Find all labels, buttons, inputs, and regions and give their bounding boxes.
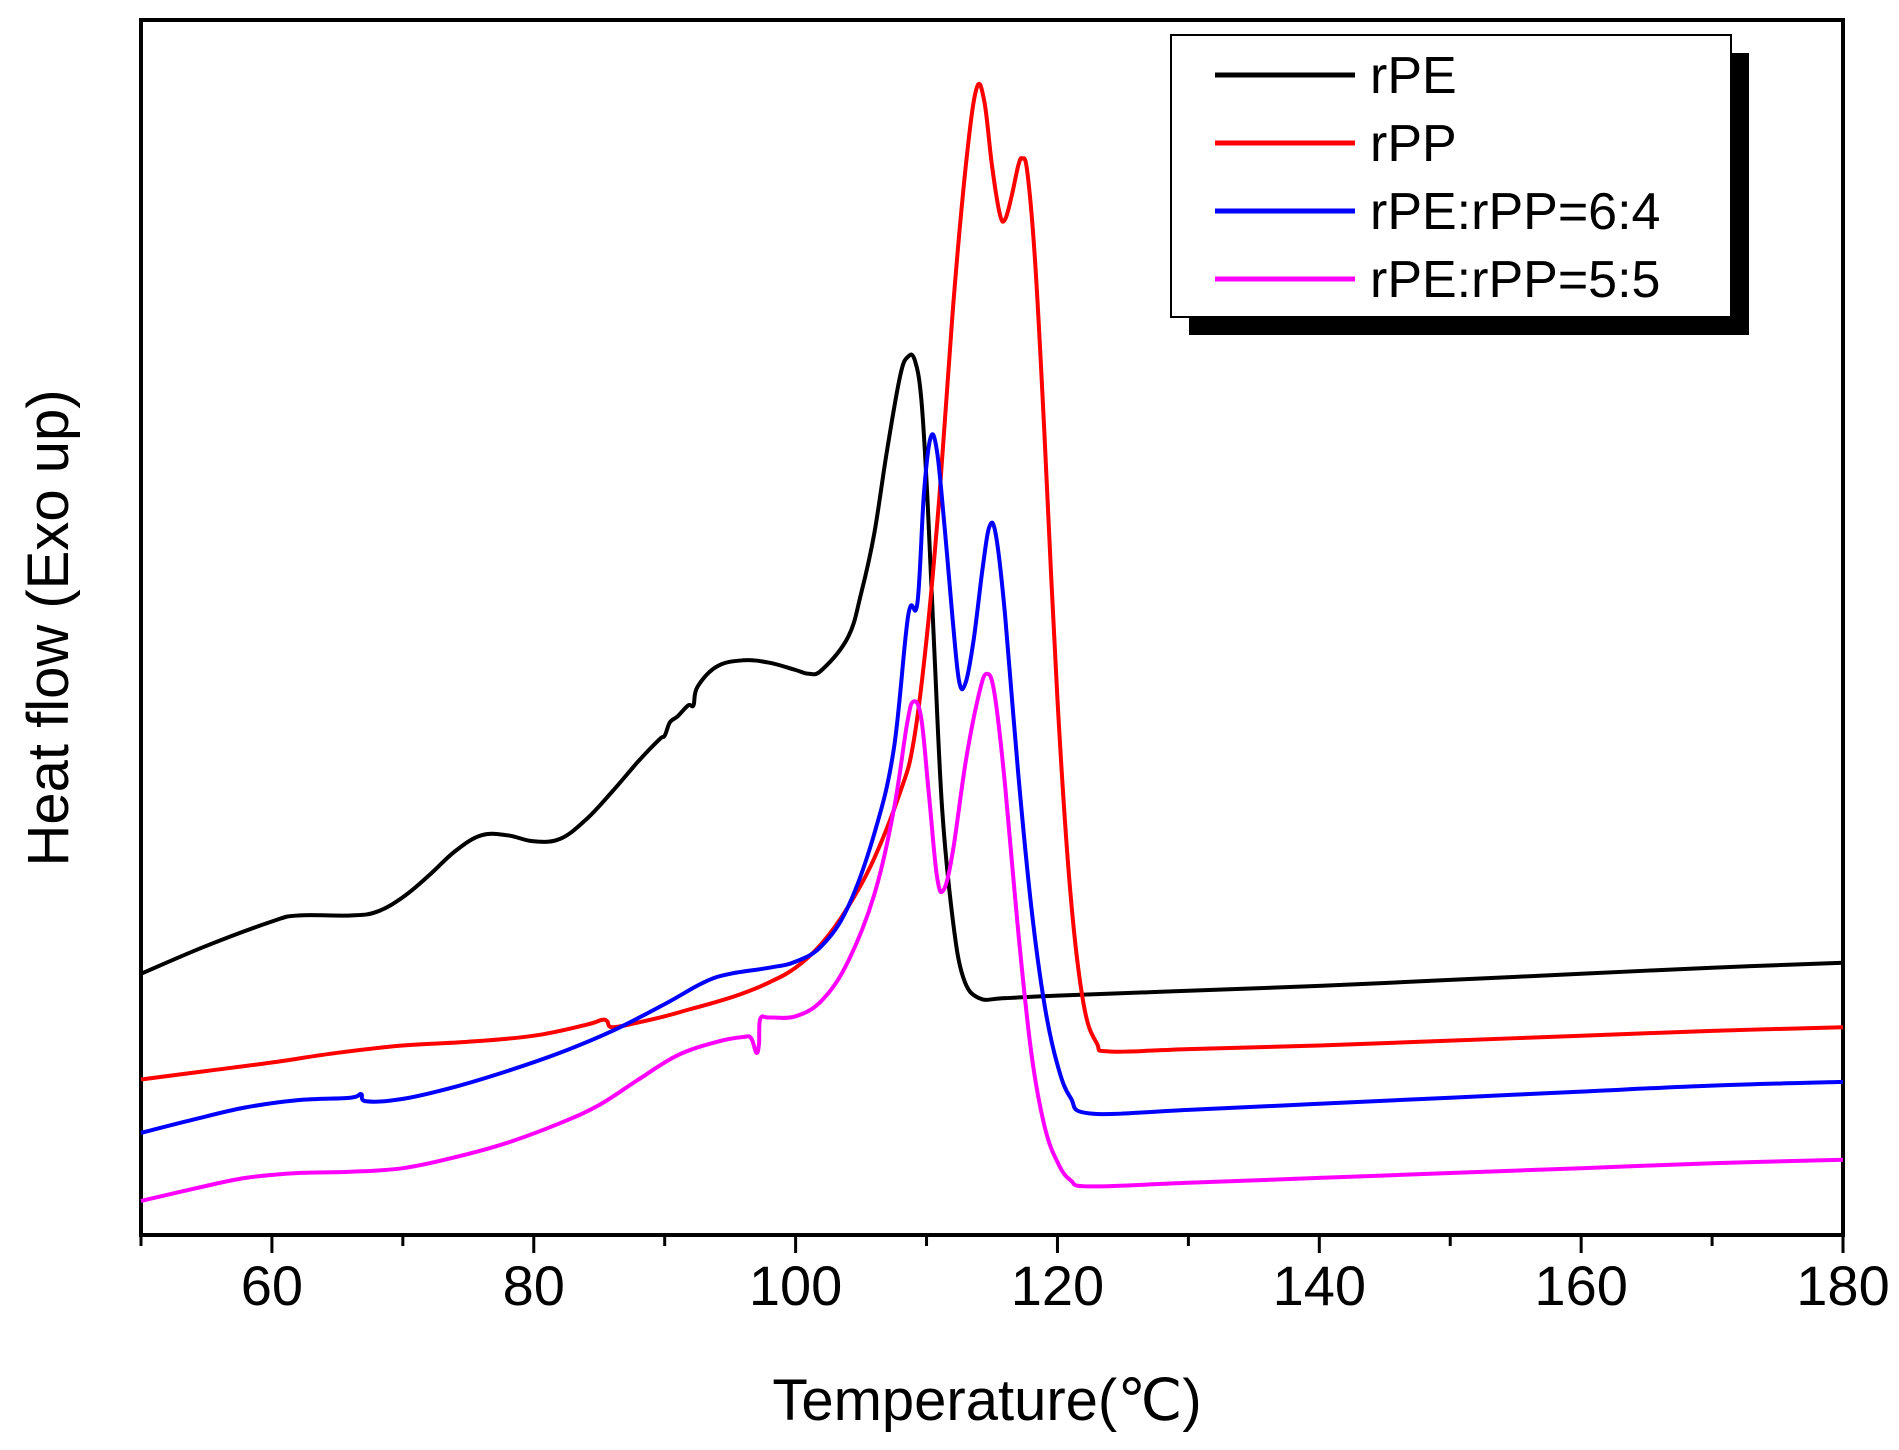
series-line-rpe	[140, 352, 1844, 1002]
y-axis-title: Heat flow (Exo up)	[16, 389, 81, 866]
plot-area-frame	[139, 18, 1845, 1237]
x-tick-label-100: 100	[749, 1254, 842, 1317]
x-axis-ticks: 60 80 100 120 140 160 180	[139, 1235, 1890, 1317]
x-tick-label-180: 180	[1796, 1254, 1889, 1317]
x-tick-label-60: 60	[241, 1254, 303, 1317]
x-tick-label-140: 140	[1273, 1254, 1366, 1317]
legend-label-rpe-rpp-6-4: rPE:rPP=6:4	[1370, 183, 1660, 241]
series-line-rpe-rpp-5-5	[140, 671, 1844, 1203]
x-tick-label-160: 160	[1534, 1254, 1627, 1317]
legend-label-rpe-rpp-5-5: rPE:rPP=5:5	[1370, 251, 1660, 309]
legend: rPE rPP rPE:rPP=6:4 rPE:rPP=5:5	[1170, 34, 1749, 335]
series-line-rpe-rpp-6-4	[140, 432, 1844, 1135]
legend-label-rpp: rPP	[1370, 115, 1457, 173]
x-axis-title: Temperature(℃)	[772, 1368, 1201, 1433]
series-line-rpp	[140, 81, 1844, 1082]
legend-label-rpe: rPE	[1370, 47, 1457, 105]
x-tick-label-120: 120	[1011, 1254, 1104, 1317]
legend-box	[1170, 34, 1732, 318]
x-tick-label-80: 80	[503, 1254, 565, 1317]
legend-items: rPE rPP rPE:rPP=6:4 rPE:rPP=5:5	[1215, 47, 1660, 309]
series-layer	[140, 81, 1844, 1203]
